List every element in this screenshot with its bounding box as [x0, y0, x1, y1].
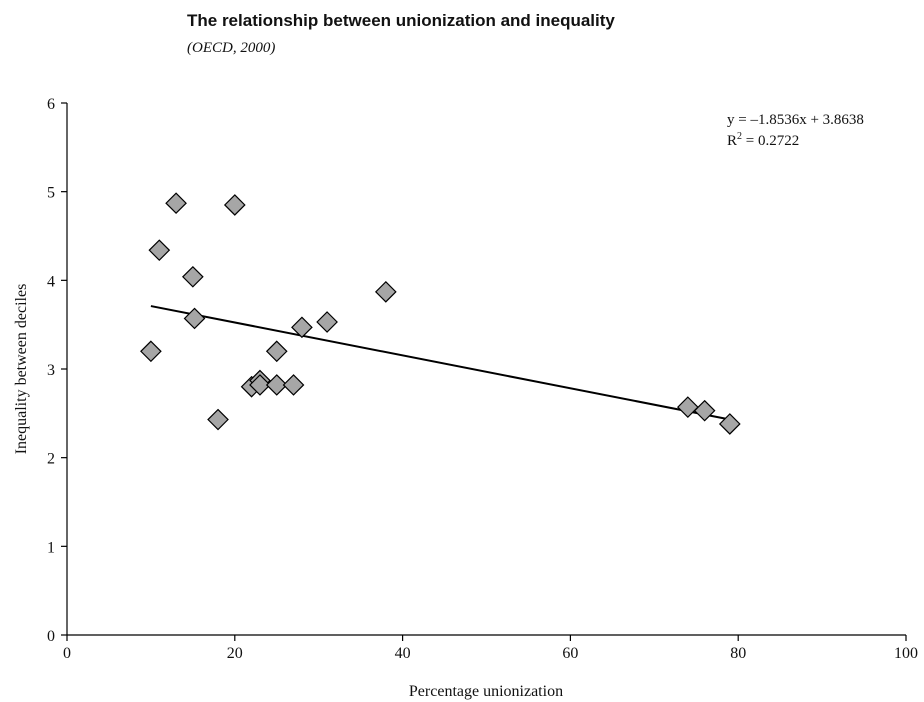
y-tick-label: 0 [47, 628, 55, 645]
data-point [265, 340, 288, 363]
regression-equation: y = –1.8536x + 3.8638 [727, 112, 864, 128]
data-point [148, 239, 171, 262]
r-squared-label: R2 = 0.2722 [727, 131, 799, 149]
chart-subtitle: (OECD, 2000) [187, 40, 275, 56]
x-tick-label: 60 [562, 645, 578, 662]
data-point [183, 307, 206, 330]
axes [66, 103, 906, 636]
points-group [140, 192, 741, 435]
y-tick-label: 6 [47, 96, 55, 113]
data-point [693, 399, 716, 422]
data-point [165, 192, 187, 215]
y-tick-label: 2 [47, 451, 55, 468]
trendline [150, 305, 731, 421]
x-tick-label: 0 [63, 645, 71, 662]
data-point [249, 374, 271, 396]
data-point [140, 340, 162, 363]
y-tick-label: 5 [47, 185, 55, 202]
data-point [374, 281, 397, 303]
data-point [282, 374, 305, 396]
y-tick-label: 3 [47, 362, 55, 379]
y-axis-label: Inequality between deciles [13, 284, 30, 455]
data-point [182, 265, 204, 288]
chart-title: The relationship between unionization an… [187, 11, 615, 30]
data-point [265, 374, 288, 396]
x-tick-label: 100 [894, 645, 918, 662]
x-tick-label: 80 [730, 645, 746, 662]
data-point [207, 408, 229, 431]
x-tick-label: 40 [395, 645, 411, 662]
trendline-group [150, 305, 731, 421]
data-point [291, 316, 313, 339]
data-point [718, 413, 741, 435]
ticks: 0 20 40 60 80 100 0 1 2 3 4 5 6 [47, 96, 918, 662]
x-axis-label: Percentage unionization [409, 683, 563, 700]
data-point [316, 311, 338, 333]
data-point [223, 194, 246, 216]
y-tick-label: 1 [47, 539, 55, 556]
x-tick-label: 20 [227, 645, 243, 662]
y-tick-label: 4 [47, 273, 55, 290]
data-point [677, 396, 699, 418]
